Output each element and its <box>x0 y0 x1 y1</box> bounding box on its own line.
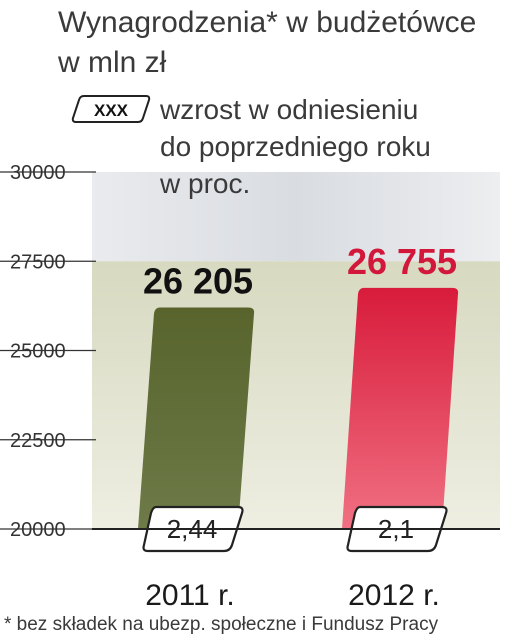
chart-title-line1: Wynagrodzenia* w budżetówce <box>58 6 476 39</box>
bar-value-label: 26 755 <box>347 241 457 282</box>
chart-title-line2: w mln zł <box>57 46 167 79</box>
y-tick-label: 25000 <box>10 341 66 363</box>
category-label: 2011 r. <box>145 579 235 612</box>
footnote: * bez składek na ubezp. społeczne i Fund… <box>4 614 439 635</box>
legend-box-text: XXX <box>94 101 129 120</box>
y-tick-label: 27500 <box>10 251 66 273</box>
legend-text-line3: w proc. <box>159 168 250 199</box>
category-label: 2012 r. <box>348 579 440 612</box>
y-tick-label: 20000 <box>10 519 66 541</box>
bar-value-label: 26 205 <box>143 260 253 301</box>
y-axis-ticks: 20000 22500 25000 27500 30000 <box>0 162 96 541</box>
y-tick-label: 30000 <box>10 162 66 184</box>
legend-text-line1: wzrost w odniesieniu <box>159 94 418 125</box>
bar <box>342 287 459 529</box>
legend-box <box>71 95 151 123</box>
legend-text-line2: do poprzedniego roku <box>160 131 431 162</box>
plot-background-upper <box>92 172 500 262</box>
bar <box>138 307 255 529</box>
y-tick-label: 22500 <box>10 430 66 452</box>
legend: XXX wzrost w odniesieniu do poprzedniego… <box>71 94 431 199</box>
